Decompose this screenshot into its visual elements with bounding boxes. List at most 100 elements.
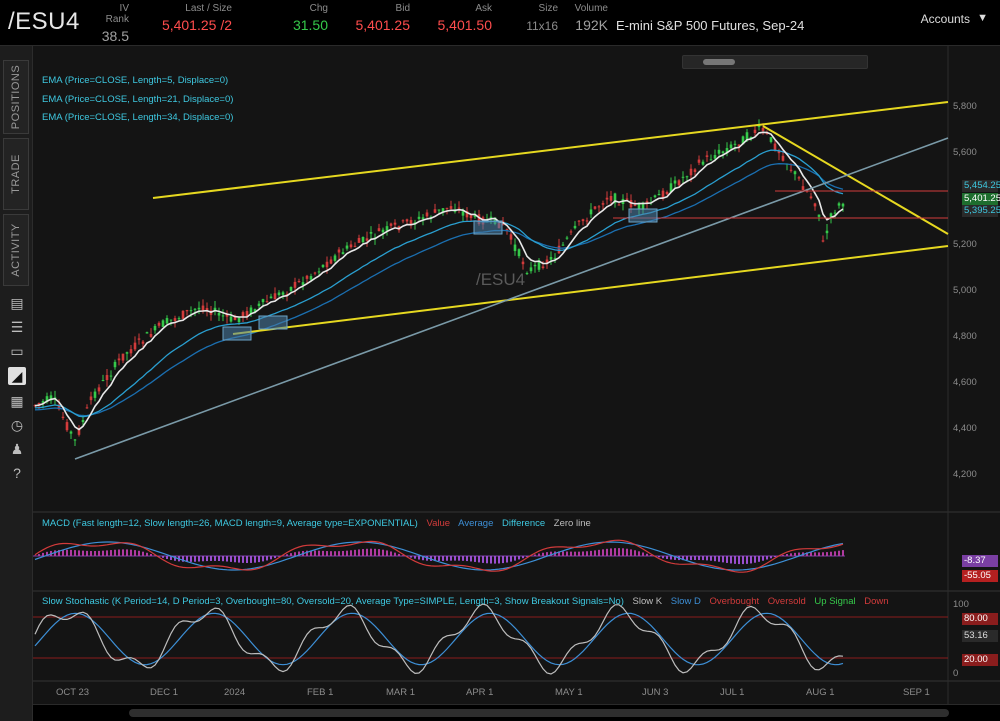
candle-body: [457, 207, 461, 209]
study-label-ema34[interactable]: EMA (Price=CLOSE, Length=34, Displace=0): [42, 112, 234, 123]
candle-body: [757, 124, 761, 128]
candle-body: [241, 312, 245, 317]
macd-legend[interactable]: MACD (Fast length=12, Slow length=26, MA…: [42, 518, 597, 529]
stoch-slowk-line: [34, 603, 844, 675]
candle-body: [557, 245, 561, 254]
candle-body: [589, 209, 593, 215]
candle-body: [153, 325, 157, 331]
gauge-icon[interactable]: ◷: [10, 417, 24, 433]
list-icon[interactable]: ☰: [10, 319, 24, 335]
stochastic-legend[interactable]: Slow Stochastic (K Period=14, D Period=3…: [42, 596, 895, 607]
candle-body: [737, 144, 741, 147]
stoch-slowd-line: [34, 612, 844, 666]
candle-body: [777, 150, 781, 154]
candle-body: [733, 143, 737, 145]
quote-bar: /ESU4 IV Rank 38.5 Last / Size 5,401.25 …: [0, 0, 1000, 46]
candle-body: [249, 307, 253, 315]
horizontal-scrollbar[interactable]: [33, 704, 1000, 721]
stoch-tag-oversold: 20.00: [962, 654, 998, 666]
candle-body: [465, 211, 469, 218]
candle-body: [609, 195, 613, 201]
ema-21-line: [34, 149, 844, 418]
candle-body: [433, 209, 437, 213]
candle-body: [445, 207, 449, 209]
candle-body: [49, 395, 53, 401]
left-sidebar: POSITIONS TRADE ACTIVITY ▤ ☰ ▭ ◢ ▦ ◷ ♟ ?: [0, 46, 33, 721]
candle-body: [713, 155, 717, 159]
time-tick: FEB 1: [307, 687, 334, 698]
candle-body: [469, 215, 473, 219]
candle-body: [297, 281, 301, 283]
macd-tag-value: -55.05: [962, 570, 998, 582]
price-tick: 4,800: [953, 331, 977, 342]
chart-icon[interactable]: ▤: [10, 295, 24, 311]
candle-body: [301, 282, 305, 286]
candle-body: [625, 198, 629, 200]
candle-body: [729, 144, 733, 149]
touch-highlight-box: [222, 326, 252, 341]
candle-body: [677, 180, 681, 186]
tab-trade[interactable]: TRADE: [3, 138, 29, 210]
candle-body: [653, 195, 657, 198]
candle-body: [689, 168, 693, 176]
candle-body: [585, 220, 589, 222]
chart-navigator[interactable]: [682, 55, 868, 69]
tab-positions[interactable]: POSITIONS: [3, 60, 29, 134]
symbol-label[interactable]: /ESU4: [8, 8, 80, 35]
candle-body: [529, 267, 533, 272]
candle-body: [381, 229, 385, 233]
people-icon[interactable]: ♟: [10, 441, 24, 457]
candle-body: [129, 349, 133, 354]
price-tag-last: 5,401.25: [962, 193, 1000, 205]
candle-body: [245, 311, 249, 318]
tab-activity[interactable]: ACTIVITY: [3, 214, 29, 286]
candle-body: [749, 136, 753, 139]
candle-body: [201, 305, 205, 311]
candle-body: [365, 238, 369, 241]
candle-body: [109, 375, 113, 377]
tv-icon[interactable]: ▭: [10, 343, 24, 359]
help-icon[interactable]: ?: [13, 465, 21, 481]
candle-body: [837, 203, 841, 206]
study-label-ema5[interactable]: EMA (Price=CLOSE, Length=5, Displace=0): [42, 75, 229, 86]
time-tick: DEC 1: [150, 687, 178, 698]
price-chart[interactable]: [33, 46, 1000, 704]
study-label-ema21[interactable]: EMA (Price=CLOSE, Length=21, Displace=0): [42, 94, 234, 105]
candle-body: [753, 129, 757, 134]
accounts-menu[interactable]: Accounts: [920, 12, 970, 26]
candle-body: [285, 294, 289, 296]
candle-body: [549, 256, 553, 260]
macd-legend-average: Average: [458, 518, 494, 529]
studies-icon[interactable]: ◢: [8, 367, 26, 385]
time-tick: JUN 3: [642, 687, 669, 698]
candle-body: [229, 316, 233, 322]
candle-body: [97, 387, 101, 392]
candle-body: [309, 276, 313, 280]
candle-body: [189, 310, 193, 312]
candle-body: [125, 352, 129, 354]
time-tick: OCT 23: [56, 687, 90, 698]
candle-body: [213, 307, 217, 312]
candle-body: [137, 338, 141, 340]
candle-body: [41, 401, 45, 403]
stoch-legend-overbought: Overbought: [709, 596, 760, 607]
candle-body: [345, 245, 349, 249]
price-tag-ema: 5,395.25: [962, 205, 1000, 217]
candle-body: [45, 396, 49, 402]
scrollbar-thumb[interactable]: [129, 709, 949, 717]
candle-body: [141, 341, 145, 344]
candle-body: [393, 222, 397, 225]
candle-body: [37, 403, 41, 405]
candle-body: [641, 203, 645, 210]
candle-body: [81, 420, 85, 423]
grid-icon[interactable]: ▦: [10, 393, 24, 409]
candle-body: [181, 310, 185, 319]
candle-body: [613, 193, 617, 204]
navigator-thumb[interactable]: [703, 59, 735, 65]
candle-body: [569, 231, 573, 233]
stoch-legend-down: Down: [864, 596, 889, 607]
candle-body: [405, 219, 409, 222]
chevron-down-icon[interactable]: ▼: [977, 12, 988, 24]
time-tick: MAR 1: [386, 687, 416, 698]
